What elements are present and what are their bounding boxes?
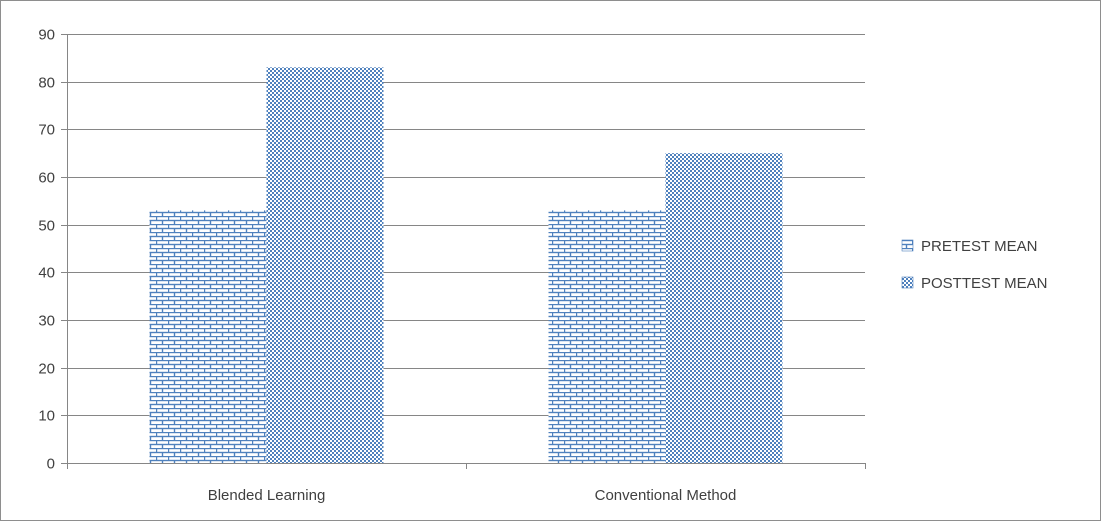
y-tick-label: 60 xyxy=(38,170,55,187)
bar-posttest-blended-learning xyxy=(266,67,384,463)
y-tick-label: 0 xyxy=(47,456,55,473)
y-tick-label: 10 xyxy=(38,408,55,425)
bar-pretest-conventional-method xyxy=(548,210,666,463)
y-tick-label: 40 xyxy=(38,265,55,282)
bar-pretest-blended-learning xyxy=(149,210,267,463)
legend-swatch-posttest xyxy=(901,276,914,289)
y-tick-label: 70 xyxy=(38,122,55,139)
y-tick-label: 90 xyxy=(38,27,55,44)
legend-swatch-pretest xyxy=(901,239,914,252)
legend: PRETEST MEAN POSTTEST MEAN xyxy=(901,238,1047,292)
legend-label-pretest: PRETEST MEAN xyxy=(921,238,1037,255)
bars xyxy=(149,67,783,463)
x-category-label: Blended Learning xyxy=(208,487,326,504)
y-tick-label: 20 xyxy=(38,361,55,378)
legend-label-posttest: POSTTEST MEAN xyxy=(921,275,1047,292)
axes: 0 10 20 30 40 50 60 70 80 90 Blended Learning Conve… xyxy=(38,27,866,504)
x-category-label: Conventional Method xyxy=(595,487,737,504)
bar-posttest-conventional-method xyxy=(665,153,783,463)
y-tick-label: 50 xyxy=(38,218,55,235)
y-tick-label: 30 xyxy=(38,313,55,330)
y-tick-label: 80 xyxy=(38,75,55,92)
